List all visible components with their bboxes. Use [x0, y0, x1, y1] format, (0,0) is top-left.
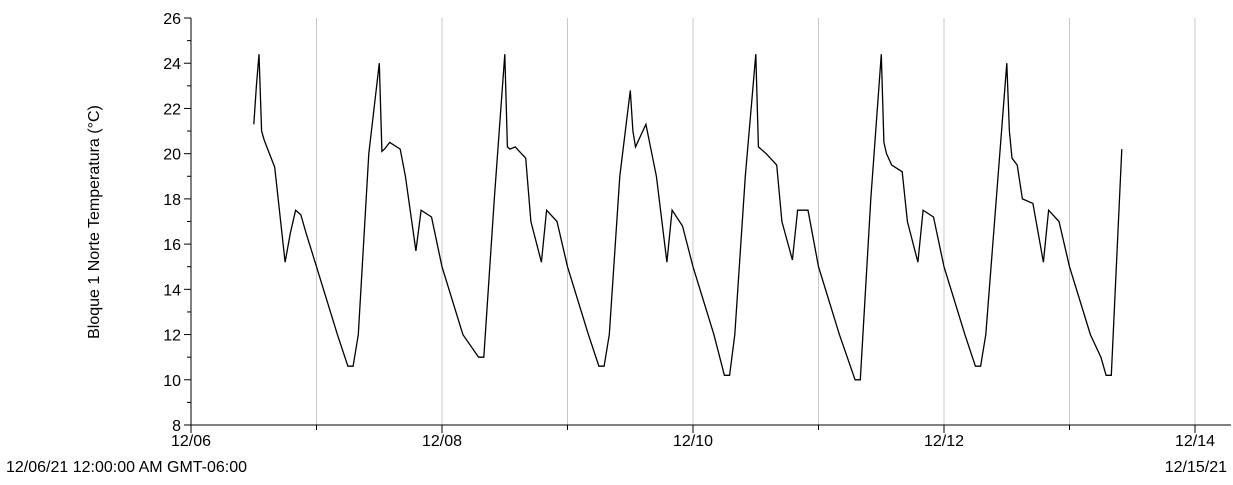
y-axis: 8 10 12 14 16 18 20 22 24 26 — [163, 11, 192, 435]
x-tick-label: 12/06 — [171, 433, 211, 450]
start-timestamp: 12/06/21 12:00:00 AM GMT-06:00 — [6, 459, 248, 476]
x-tick-label: 12/08 — [422, 433, 462, 450]
x-tick-label: 12/14 — [1175, 433, 1215, 450]
y-tick-label: 18 — [163, 192, 181, 209]
y-tick-label: 22 — [163, 101, 181, 118]
y-tick-label: 10 — [163, 373, 181, 390]
x-tick-label: 12/10 — [673, 433, 713, 450]
series-group — [253, 54, 1123, 381]
y-tick-label: 8 — [172, 418, 181, 435]
x-axis: 12/06 12/08 12/10 12/12 12/14 — [171, 424, 1231, 450]
end-date: 12/15/21 — [1164, 459, 1227, 476]
y-axis-label: Bloque 1 Norte Temperatura (°C) — [86, 105, 103, 339]
y-tick-label: 16 — [163, 237, 181, 254]
series-line — [253, 54, 1123, 381]
y-tick-label: 14 — [163, 282, 181, 299]
vertical-gridlines — [316, 18, 1196, 425]
y-tick-label: 26 — [163, 11, 181, 28]
x-tick-label: 12/12 — [924, 433, 964, 450]
y-tick-label: 12 — [163, 328, 181, 345]
y-tick-label: 20 — [163, 147, 181, 164]
y-tick-label: 24 — [163, 56, 181, 73]
